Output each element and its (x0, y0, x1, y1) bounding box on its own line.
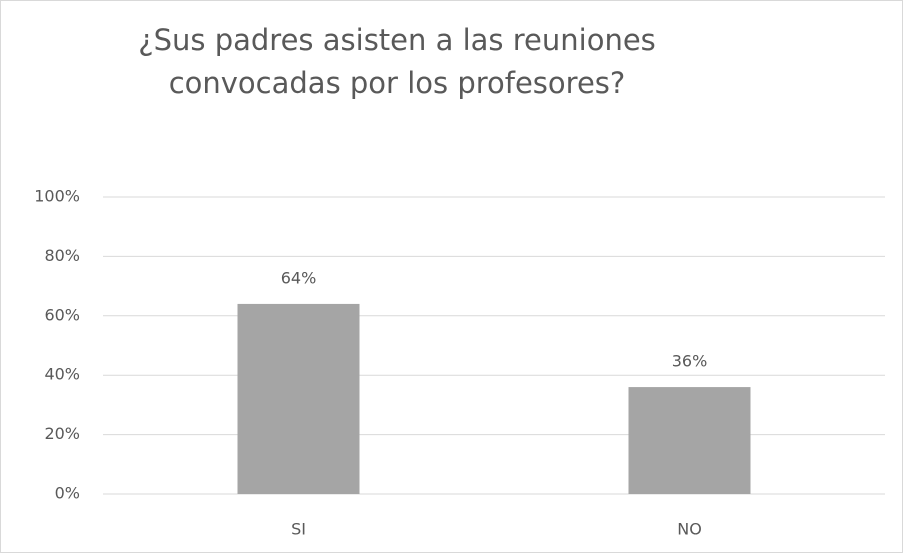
bar (237, 303, 360, 494)
bar (628, 387, 751, 494)
chart-title: convocadas por los profesores? (169, 66, 626, 100)
x-tick-label: SI (291, 520, 306, 539)
y-tick-label: 0% (55, 484, 80, 503)
data-label: 64% (281, 268, 317, 287)
y-tick-label: 80% (44, 246, 80, 265)
data-label: 36% (672, 352, 708, 371)
y-tick-label: 60% (44, 305, 80, 324)
x-tick-label: NO (677, 520, 702, 539)
y-tick-label: 40% (44, 365, 80, 384)
chart-title: ¿Sus padres asisten a las reuniones (138, 23, 656, 57)
y-tick-label: 20% (44, 424, 80, 443)
y-tick-label: 100% (34, 187, 80, 206)
